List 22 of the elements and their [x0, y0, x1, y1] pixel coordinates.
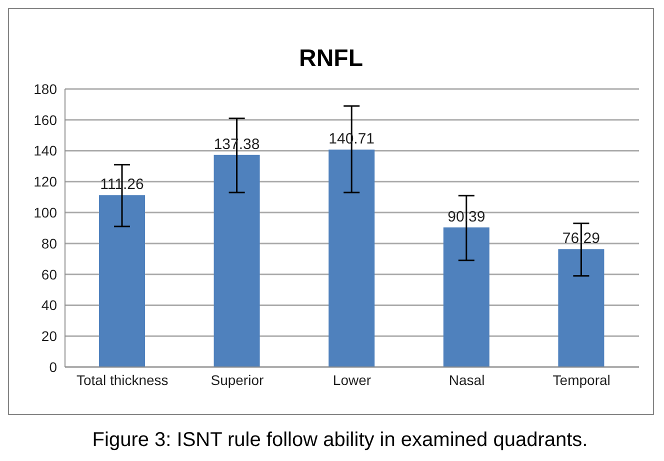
bar — [99, 195, 145, 367]
bar — [558, 249, 604, 367]
bar — [443, 227, 490, 367]
bar — [214, 154, 260, 367]
y-tick-label: 180 — [34, 80, 58, 97]
y-tick-label: 100 — [34, 204, 58, 221]
x-tick-label: Superior — [210, 372, 264, 388]
y-tick-label: 80 — [41, 235, 58, 252]
x-tick-label: Lower — [332, 372, 372, 388]
y-tick-label: 120 — [34, 174, 58, 190]
caption: Figure 3: ISNT rule follow ability in examined quadrants. — [91, 429, 589, 452]
y-tick-label: 140 — [34, 142, 58, 159]
bar — [328, 150, 375, 367]
y-tick-label: 0 — [49, 358, 58, 375]
x-tick-label: Total thickness — [76, 372, 168, 388]
x-tick-label: Nasal — [448, 372, 485, 388]
chart-title: RNFL — [298, 45, 364, 74]
y-tick-label: 60 — [41, 266, 58, 282]
y-tick-label: 20 — [41, 328, 58, 344]
y-tick-label: 40 — [41, 297, 58, 314]
y-tick-label: 160 — [34, 112, 58, 128]
x-tick-label: Temporal — [552, 372, 610, 388]
